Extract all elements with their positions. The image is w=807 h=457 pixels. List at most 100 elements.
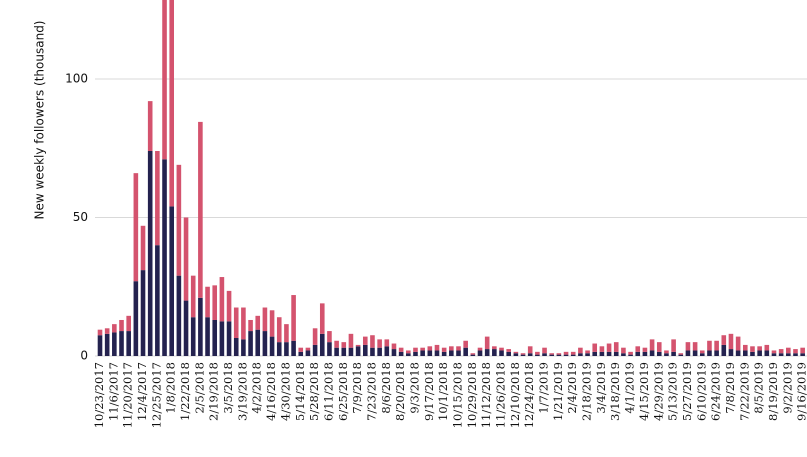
x-tick-label: 9/17/2018 [422, 362, 436, 421]
bar-segment [312, 328, 318, 345]
bar-segment [513, 351, 519, 354]
bar-segment [728, 333, 734, 350]
bar-segment [205, 286, 210, 318]
bar-segment [570, 351, 576, 355]
bar-segment [793, 353, 798, 356]
bar-segment [298, 347, 304, 352]
bar-segment [413, 351, 418, 356]
bar-segment [678, 353, 684, 355]
y-tick-label: 0 [80, 349, 88, 363]
bar-segment [434, 350, 440, 356]
x-tick-label: 5/14/2018 [293, 362, 307, 421]
bar-segment [685, 350, 691, 356]
bar-segment [470, 353, 476, 355]
bar-segment [398, 347, 404, 352]
bar-segment [585, 353, 590, 356]
bar-segment [699, 353, 705, 356]
bar-segment [542, 347, 547, 354]
bar-segment [398, 351, 404, 356]
bar-segment [535, 354, 540, 356]
bar-segment [778, 349, 784, 354]
bar-segment [750, 346, 755, 352]
bar-segment [370, 335, 375, 348]
bar-segment [556, 354, 562, 356]
bar-segment [384, 346, 390, 356]
x-tick-label: 11/12/2018 [479, 362, 493, 428]
bar-segment [449, 346, 454, 351]
x-tick-label: 4/16/2018 [264, 362, 278, 421]
bar-segment [499, 350, 504, 356]
bar-segment [348, 347, 354, 356]
x-tick-label: 6/11/2018 [321, 362, 335, 421]
bar-segment [621, 353, 626, 356]
bar-segment [248, 319, 253, 332]
bar-segment [735, 336, 741, 351]
bar-segment [126, 315, 131, 332]
bar-segment [248, 331, 253, 356]
bar-segment [470, 354, 476, 356]
bar-segment [656, 342, 662, 352]
bar-segment [800, 353, 805, 356]
bar-segment [305, 350, 311, 356]
x-tick-label: 2/18/2019 [580, 362, 594, 421]
bar-segment [750, 351, 755, 356]
x-tick-label: 3/18/2019 [608, 362, 622, 421]
bar-segment [549, 354, 555, 356]
bar-segment [406, 350, 411, 354]
bar-segment [599, 351, 605, 356]
x-tick-label: 4/1/2019 [623, 362, 637, 414]
bar-segment [492, 346, 497, 350]
bar-segment [355, 346, 361, 356]
bar-segment [133, 281, 139, 356]
bar-segment [219, 321, 225, 356]
x-tick-label: 6/24/2019 [709, 362, 723, 421]
bar-segment [499, 347, 504, 351]
bar-segment [692, 350, 698, 356]
bar-segment [492, 349, 497, 356]
bar-segment [578, 353, 583, 356]
bar-segment [133, 173, 139, 282]
bar-segment [162, 0, 167, 160]
bar-segment [312, 344, 318, 356]
bar-segment [513, 353, 519, 356]
bar-segment [104, 333, 110, 356]
bar-segment [262, 307, 268, 332]
bar-segment [140, 270, 146, 356]
x-tick-label: 4/15/2019 [637, 362, 651, 421]
bar-segment [219, 277, 225, 322]
bar-segment [119, 319, 124, 332]
bar-segment [276, 342, 282, 356]
bar-segment [456, 346, 461, 351]
bar-segment [341, 342, 347, 348]
bar-segment [743, 350, 748, 356]
bar-segment [147, 101, 153, 151]
bar-segment [527, 353, 533, 356]
x-tick-label: 12/10/2018 [508, 362, 522, 428]
bar-segment [778, 353, 784, 356]
bar-segment [190, 275, 196, 318]
bar-segment [362, 336, 368, 345]
bar-segment [556, 353, 562, 355]
bar-segment [721, 335, 727, 345]
bar-segment [628, 354, 633, 356]
x-tick-label: 3/19/2018 [235, 362, 249, 421]
bar-segment [692, 342, 698, 351]
bar-segment [391, 343, 397, 350]
bar-segment [147, 150, 153, 356]
bar-segment [291, 295, 296, 341]
bar-segment [613, 342, 619, 352]
bar-segment [183, 217, 189, 301]
bar-segment [506, 349, 511, 352]
bar-segment [97, 329, 103, 336]
x-tick-label: 11/20/2017 [121, 362, 135, 428]
bar-segment [334, 347, 339, 356]
bar-segment [463, 340, 468, 348]
bar-segment [656, 351, 662, 356]
bar-segment [276, 317, 282, 343]
x-tick-label: 2/19/2018 [207, 362, 221, 421]
bar-segment [456, 350, 461, 356]
bar-segment [334, 340, 339, 348]
bar-segment [291, 340, 296, 356]
bar-segment [391, 349, 397, 356]
